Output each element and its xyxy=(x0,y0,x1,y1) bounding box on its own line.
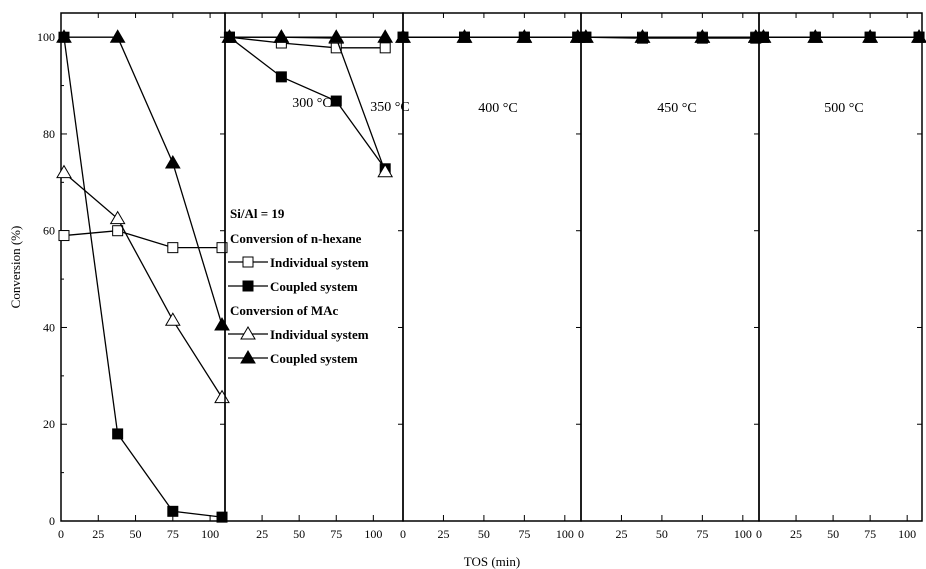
data-point-mac_cpl xyxy=(164,154,181,169)
x-tick-label: 0 xyxy=(756,527,762,541)
x-tick-label: 100 xyxy=(364,527,382,541)
x-tick-label: 50 xyxy=(130,527,142,541)
data-point-mac_ind xyxy=(377,163,394,178)
data-point-hex_ind xyxy=(58,230,70,242)
panel-4: 0 25 50 75 100 450 °C xyxy=(577,12,764,541)
x-tick-label: 100 xyxy=(201,527,219,541)
data-point-mac_ind xyxy=(56,164,72,179)
data-point-hex_cpl xyxy=(330,95,342,107)
data-point-mac_cpl xyxy=(862,29,879,43)
x-tick-label: 25 xyxy=(790,527,802,541)
panel-temperature-label: 450 °C xyxy=(657,101,696,116)
x-tick-label: 75 xyxy=(330,527,342,541)
x-tick-label: 75 xyxy=(864,527,876,541)
data-point-mac_cpl xyxy=(395,29,411,43)
series-line-mac_ind xyxy=(63,172,223,398)
data-point-mac_cpl xyxy=(577,29,594,43)
data-point-hex_cpl xyxy=(112,428,124,440)
data-point-hex_cpl xyxy=(216,511,228,523)
y-axis-title: Conversion (%) xyxy=(8,226,23,309)
legend-entry-label: Individual system xyxy=(270,327,369,342)
data-point-mac_cpl xyxy=(634,29,651,43)
panel-5: 0 25 50 75 100 500 °C xyxy=(755,12,926,541)
plot-area: 0 20 40 60 80 100 0 25 50 75 100 300 °C 25 50 75 100 350… xyxy=(37,12,926,541)
x-axis-title: TOS (min) xyxy=(464,554,520,569)
data-point-hex_ind xyxy=(167,242,179,254)
panel-3: 0 25 50 75 100 400 °C xyxy=(395,12,586,541)
x-tick-label: 50 xyxy=(293,527,305,541)
x-tick-label: 100 xyxy=(556,527,574,541)
x-tick-label: 25 xyxy=(92,527,104,541)
y-tick-label: 20 xyxy=(43,417,55,431)
y-tick-label: 100 xyxy=(37,30,55,44)
x-tick-label: 25 xyxy=(256,527,268,541)
x-tick-label: 100 xyxy=(734,527,752,541)
x-tick-label: 25 xyxy=(437,527,449,541)
x-tick-label: 50 xyxy=(656,527,668,541)
data-point-mac_cpl xyxy=(221,29,238,43)
y-tick-label: 80 xyxy=(43,127,55,141)
panel-temperature-label: 400 °C xyxy=(478,101,517,116)
legend-marker-hex_ind xyxy=(242,256,254,268)
data-point-mac_cpl xyxy=(911,29,926,43)
x-tick-label: 50 xyxy=(827,527,839,541)
legend-entry-label: Individual system xyxy=(270,255,369,270)
panel-frame xyxy=(580,12,760,522)
y-tick-label: 40 xyxy=(43,320,55,334)
legend: Si/Al = 19 Conversion of n-hexane Individu… xyxy=(228,206,369,366)
data-point-mac_ind xyxy=(109,210,126,225)
data-point-hex_ind xyxy=(112,225,124,237)
data-point-mac_ind xyxy=(214,389,230,404)
data-point-mac_cpl xyxy=(109,29,126,43)
data-point-mac_cpl xyxy=(694,29,711,43)
panel-2: 25 50 75 100 350 °C xyxy=(221,12,410,541)
y-tick-label: 0 xyxy=(49,514,55,528)
legend-marker-hex_cpl xyxy=(242,280,254,292)
series-line-hex_cpl xyxy=(63,37,223,518)
legend-title: Si/Al = 19 xyxy=(230,206,285,221)
data-point-mac_cpl xyxy=(456,29,473,43)
panel-frame xyxy=(60,12,226,522)
series-line-hex_cpl xyxy=(229,36,386,170)
panel-temperature-label: 500 °C xyxy=(824,101,863,116)
data-point-hex_ind xyxy=(379,42,391,54)
panel-temperature-label: 300 °C xyxy=(292,96,331,111)
data-point-hex_ind xyxy=(216,242,228,254)
data-point-mac_cpl xyxy=(328,29,345,43)
panel-temperature-label: 350 °C xyxy=(370,100,409,115)
data-point-hex_cpl xyxy=(275,71,287,83)
data-point-mac_cpl xyxy=(377,29,394,43)
panel-frame xyxy=(758,12,923,522)
data-point-mac_cpl xyxy=(273,29,290,43)
x-tick-label: 75 xyxy=(167,527,179,541)
x-tick-label: 100 xyxy=(898,527,916,541)
data-point-mac_cpl xyxy=(214,317,230,331)
x-tick-label: 50 xyxy=(478,527,490,541)
data-point-hex_cpl xyxy=(167,505,179,517)
legend-group-heading: Conversion of n-hexane xyxy=(230,231,362,246)
legend-entry-label: Coupled system xyxy=(270,279,358,294)
data-point-mac_cpl xyxy=(516,29,533,43)
data-point-mac_ind xyxy=(164,312,181,326)
x-tick-label: 0 xyxy=(400,527,406,541)
panel-1: 0 25 50 75 100 300 °C xyxy=(56,12,332,541)
x-tick-label: 75 xyxy=(696,527,708,541)
x-tick-label: 25 xyxy=(615,527,627,541)
x-tick-label: 75 xyxy=(518,527,530,541)
legend-entry-label: Coupled system xyxy=(270,351,358,366)
series-line-mac_cpl xyxy=(63,36,223,326)
legend-marker-mac_cpl xyxy=(240,350,256,364)
legend-group-heading: Conversion of MAc xyxy=(230,303,339,318)
y-tick-label: 60 xyxy=(43,224,55,238)
legend-marker-mac_ind xyxy=(240,326,256,340)
x-tick-label: 0 xyxy=(58,527,64,541)
panel-frame xyxy=(402,12,582,522)
data-point-mac_cpl xyxy=(807,29,824,43)
data-point-mac_cpl xyxy=(56,29,72,43)
data-point-mac_cpl xyxy=(755,29,772,43)
series-line-hex_ind xyxy=(229,36,386,49)
x-tick-label: 0 xyxy=(578,527,584,541)
